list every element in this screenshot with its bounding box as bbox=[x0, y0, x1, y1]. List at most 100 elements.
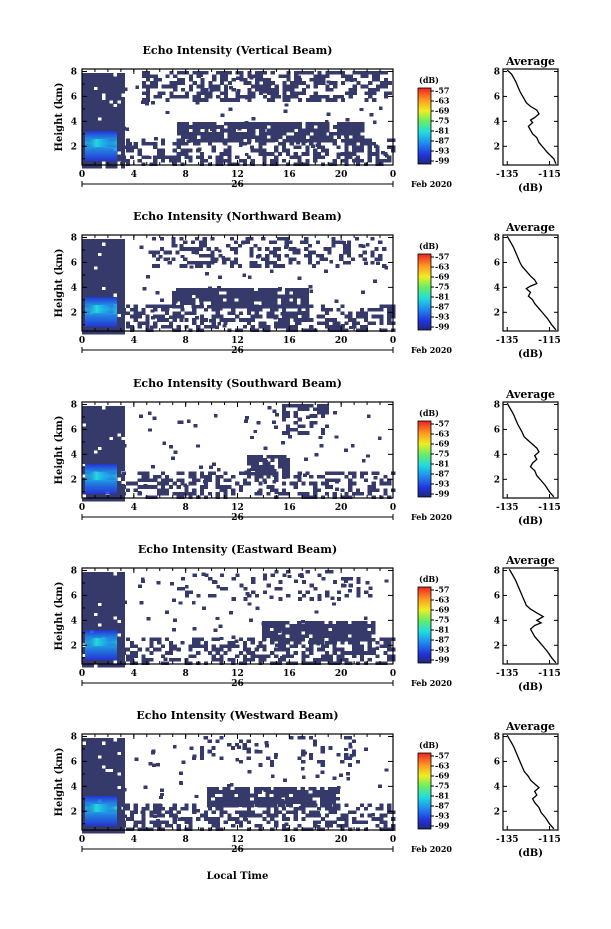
echo-cell bbox=[282, 634, 286, 638]
echo-cell bbox=[364, 91, 368, 95]
echo-cell bbox=[117, 270, 121, 274]
echo-cell bbox=[246, 794, 250, 798]
echo-cell bbox=[113, 443, 117, 447]
echo-cell bbox=[246, 288, 250, 292]
echo-cell bbox=[105, 606, 109, 610]
echo-cell bbox=[158, 91, 162, 95]
echo-cell bbox=[227, 311, 231, 315]
echo-cell bbox=[153, 322, 157, 326]
echo-cell bbox=[247, 322, 251, 326]
echo-cell bbox=[262, 644, 266, 648]
echo-cell bbox=[255, 315, 259, 319]
echo-cell bbox=[179, 237, 183, 241]
echo-cell bbox=[259, 455, 263, 459]
echo-cell bbox=[383, 305, 387, 309]
echo-cell bbox=[90, 433, 94, 437]
echo-cell bbox=[317, 407, 321, 411]
echo-cell bbox=[235, 655, 239, 659]
colorbar-tick-label: -81 bbox=[435, 126, 449, 136]
echo-cell bbox=[90, 596, 94, 600]
echo-cell bbox=[185, 125, 189, 129]
echo-cell bbox=[234, 800, 238, 804]
echo-cell bbox=[86, 596, 90, 600]
echo-cell bbox=[102, 127, 106, 131]
echo-cell bbox=[215, 800, 219, 804]
echo-cell bbox=[200, 638, 204, 642]
echo-cell bbox=[86, 107, 90, 111]
echo-cell bbox=[278, 122, 282, 126]
echo-cell bbox=[90, 443, 94, 447]
echo-cell bbox=[184, 489, 188, 493]
echo-cell bbox=[235, 644, 239, 648]
echo-cell bbox=[196, 638, 200, 642]
echo-cell bbox=[313, 414, 317, 418]
echo-cell bbox=[242, 800, 246, 804]
echo-cell bbox=[117, 104, 121, 108]
echo-cell bbox=[134, 318, 138, 322]
echo-cell bbox=[346, 244, 350, 247]
echo-cell bbox=[239, 739, 243, 743]
echo-cell bbox=[348, 485, 352, 489]
echo-cell bbox=[105, 246, 109, 250]
echo-cell bbox=[305, 295, 309, 299]
echo-cell bbox=[90, 293, 94, 297]
echo-cell bbox=[161, 152, 165, 156]
echo-cell bbox=[247, 135, 251, 139]
echo-cell bbox=[90, 270, 94, 274]
echo-cell bbox=[217, 286, 221, 289]
echo-cell bbox=[172, 305, 176, 309]
echo-cell bbox=[339, 257, 343, 261]
echo-cell bbox=[109, 256, 113, 260]
echo-cell bbox=[227, 478, 231, 482]
echo-cell bbox=[121, 246, 125, 250]
echo-cell bbox=[313, 156, 317, 160]
echo-cell bbox=[181, 492, 185, 496]
echo-cell bbox=[121, 138, 125, 142]
echo-cell bbox=[331, 597, 335, 600]
echo-cell bbox=[328, 631, 332, 635]
echo-cell bbox=[277, 787, 281, 791]
echo-cell bbox=[251, 814, 255, 818]
echo-cell bbox=[105, 426, 109, 430]
echo-cell bbox=[305, 790, 309, 794]
echo-cell bbox=[301, 810, 305, 814]
echo-cell bbox=[318, 74, 322, 78]
y-axis-label: Height (km) bbox=[54, 416, 65, 485]
echo-cell bbox=[98, 586, 102, 590]
echo-cell bbox=[336, 790, 340, 794]
echo-cell bbox=[102, 249, 106, 253]
echo-cell bbox=[130, 644, 134, 648]
echo-cell bbox=[220, 74, 224, 78]
echo-cell bbox=[366, 454, 370, 457]
echo-cell bbox=[230, 790, 234, 794]
echo-cell bbox=[151, 101, 155, 104]
echo-cell bbox=[164, 251, 168, 255]
echo-cell bbox=[352, 624, 356, 628]
echo-cell bbox=[250, 800, 254, 804]
echo-cell bbox=[105, 586, 109, 590]
echo-cell bbox=[234, 261, 238, 265]
average-title: Average bbox=[505, 221, 555, 234]
echo-cell bbox=[271, 129, 275, 133]
date-suffix-label: Feb 2020 bbox=[411, 678, 452, 688]
echo-cell bbox=[184, 821, 188, 825]
echo-cell bbox=[250, 76, 254, 79]
echo-cell bbox=[321, 638, 325, 642]
echo-cell bbox=[337, 308, 341, 312]
echo-cell bbox=[109, 121, 113, 125]
echo-cell bbox=[144, 484, 148, 487]
echo-cell bbox=[360, 804, 364, 808]
echo-cell bbox=[340, 655, 344, 659]
echo-cell bbox=[94, 616, 98, 620]
echo-cell bbox=[117, 657, 121, 661]
echo-cell bbox=[273, 298, 277, 302]
echo-cell bbox=[177, 485, 181, 489]
echo-cell bbox=[117, 579, 121, 583]
echo-cell bbox=[166, 111, 170, 114]
echo-cell bbox=[297, 291, 301, 295]
echo-cell bbox=[227, 804, 231, 808]
echo-cell bbox=[86, 603, 90, 607]
colorbar-tick-label: -87 bbox=[435, 469, 449, 479]
echo-cell bbox=[266, 797, 270, 801]
echo-cell bbox=[364, 311, 368, 315]
